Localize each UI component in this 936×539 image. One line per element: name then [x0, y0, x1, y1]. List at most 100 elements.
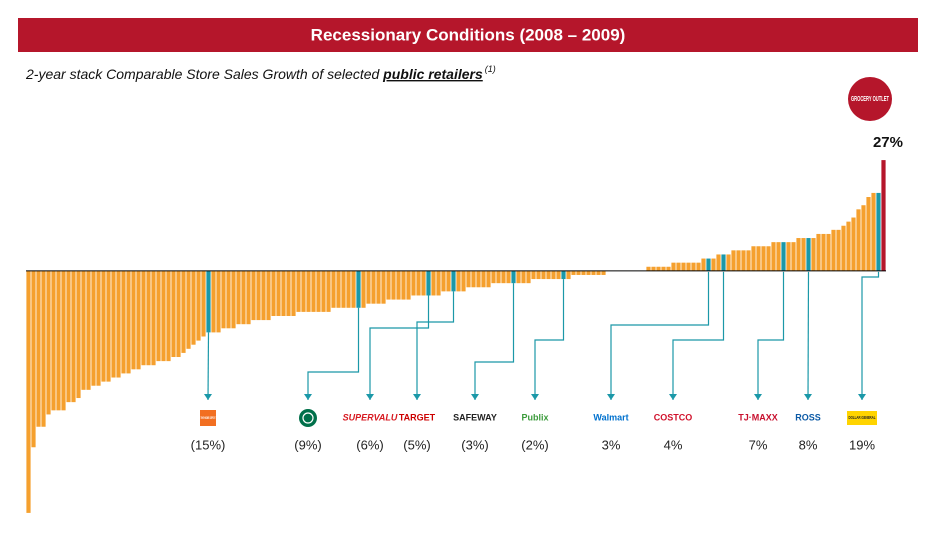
bar — [421, 270, 426, 296]
arrow-head — [754, 394, 762, 400]
value-label: 3% — [602, 437, 621, 452]
bar — [511, 270, 516, 284]
logo: Publix — [521, 412, 548, 422]
bar — [571, 270, 576, 275]
leader-line — [369, 295, 430, 400]
bar — [766, 246, 771, 271]
bar — [556, 270, 561, 280]
bar — [721, 254, 726, 271]
bar — [56, 270, 61, 411]
bar — [676, 262, 681, 271]
leader-line — [207, 332, 210, 401]
bar — [376, 270, 381, 304]
bar — [106, 270, 111, 382]
value-label: (6%) — [356, 437, 383, 452]
bar — [551, 270, 556, 280]
bar — [116, 270, 121, 378]
bar — [346, 270, 351, 308]
bar — [391, 270, 396, 300]
logo-badge — [302, 412, 314, 424]
bar — [416, 270, 421, 296]
bar — [271, 270, 276, 316]
value-label: 19% — [849, 437, 875, 452]
bar — [596, 270, 601, 275]
leader-line — [534, 279, 565, 400]
chart-title: Recessionary Conditions (2008 – 2009) — [311, 25, 626, 44]
bar — [296, 270, 301, 312]
subtitle-emphasis: public retailers — [382, 66, 483, 82]
bar — [216, 270, 221, 333]
bar — [601, 270, 606, 275]
bar — [431, 270, 436, 296]
arrow-head — [669, 394, 677, 400]
bar — [176, 270, 181, 358]
bar — [856, 209, 861, 271]
bar — [501, 270, 506, 284]
logo: ROSS — [795, 412, 821, 422]
bar — [396, 270, 401, 300]
bar — [446, 270, 451, 292]
leader-line — [672, 271, 725, 400]
bar — [96, 270, 101, 386]
bar — [426, 270, 431, 296]
bar — [871, 192, 876, 271]
bar — [656, 266, 661, 271]
bar — [816, 233, 821, 271]
leader-line — [307, 307, 360, 400]
bar — [366, 270, 371, 304]
bar — [496, 270, 501, 284]
logo: TARGET — [399, 412, 436, 422]
logo: SAFEWAY — [453, 412, 497, 422]
bar — [826, 233, 831, 271]
bar — [546, 270, 551, 280]
title-banner — [18, 18, 918, 52]
bar — [586, 270, 591, 275]
leader-line — [861, 271, 880, 400]
arrow-head — [531, 394, 539, 400]
bar — [341, 270, 346, 308]
bar — [731, 250, 736, 271]
footnote-marker: (1) — [485, 64, 496, 74]
logo: TJ·MAXX — [738, 412, 778, 422]
bar — [536, 270, 541, 280]
bar — [411, 270, 416, 296]
bar — [841, 225, 846, 271]
bar — [436, 270, 441, 296]
bar — [461, 270, 466, 292]
bar — [771, 242, 776, 271]
value-label: (2%) — [521, 437, 548, 452]
bar — [291, 270, 296, 316]
arrow-head — [607, 394, 615, 400]
bar — [846, 221, 851, 271]
bar — [226, 270, 231, 329]
logo: DOLLAR GENERAL — [849, 415, 876, 420]
bar — [531, 270, 536, 280]
logo-badge — [848, 77, 892, 121]
bar — [186, 270, 191, 349]
bar — [791, 242, 796, 271]
bar — [361, 270, 366, 308]
bar — [561, 270, 566, 280]
bar — [796, 238, 801, 271]
bar — [751, 246, 756, 271]
arrow-head — [204, 394, 212, 400]
bar — [381, 270, 386, 304]
bar — [801, 238, 806, 271]
arrow-head — [413, 394, 421, 400]
bar — [406, 270, 411, 300]
bar — [781, 242, 786, 271]
bar — [286, 270, 291, 316]
subtitle: 2-year stack Comparable Store Sales Grow… — [25, 64, 496, 81]
bar — [261, 270, 266, 321]
bar — [326, 270, 331, 312]
bar — [456, 270, 461, 292]
bar — [486, 270, 491, 288]
bar — [881, 160, 886, 271]
leader-line — [807, 271, 810, 401]
bar — [851, 217, 856, 271]
bar — [26, 270, 31, 513]
value-label: 4% — [664, 437, 683, 452]
bar — [516, 270, 521, 284]
bar — [336, 270, 341, 308]
logo: Walmart — [593, 412, 628, 422]
